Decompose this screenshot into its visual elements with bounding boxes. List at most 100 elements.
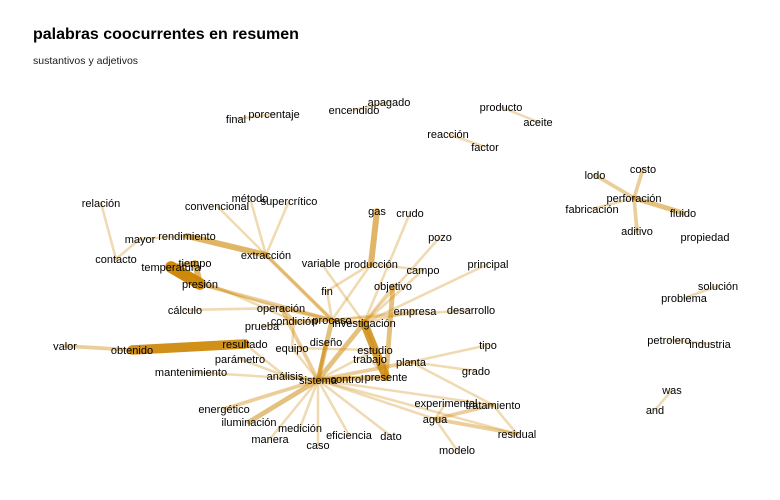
edge-investigacion-presente (359, 318, 391, 382)
edge-sistema-energetico (222, 378, 320, 411)
edge-sistema-proceso (315, 317, 335, 383)
edge-investigacion-empresa (362, 309, 417, 325)
edge-produccion-campo (369, 262, 425, 272)
node-fin: fin (321, 286, 333, 298)
edge-proceso-prueba (260, 318, 334, 328)
edge-encendido-apagado (352, 100, 391, 112)
edge-sistema-tratamiento (316, 378, 495, 407)
node-medicion: medición (278, 423, 322, 435)
edge-condicion-equipo (290, 319, 296, 350)
edge-producto-aceite (499, 105, 540, 124)
edge-sistema-planta (316, 360, 413, 382)
edge-proceso-empresa (330, 309, 417, 322)
node-estudio: estudio (357, 345, 392, 357)
edge-trabajo-presente (368, 357, 388, 379)
node-problema: problema (661, 293, 708, 305)
node-planta: planta (396, 357, 427, 369)
edge-proceso-investigacion (330, 318, 366, 325)
node-caso: caso (306, 440, 329, 452)
edge-tiempo-presion (192, 260, 203, 287)
edge-sistema-residual (316, 378, 519, 436)
node-modelo: modelo (439, 445, 475, 457)
edge-operacion-condicion (279, 306, 296, 323)
node-agua: agua (423, 414, 448, 426)
edge-analisis-resultado (243, 342, 287, 378)
edge-proceso-fin (325, 289, 334, 322)
node-was: was (661, 385, 682, 397)
node-encendido: encendido (329, 105, 380, 117)
node-variable: variable (302, 258, 341, 270)
edge-resultado-obtenido (127, 339, 250, 355)
edge-sistema-equipo (290, 346, 320, 382)
edge-investigacion-principal (362, 262, 490, 325)
edge-produccion-fin (325, 262, 373, 293)
node-industria: industria (689, 339, 731, 351)
node-perforacion: perforación (606, 193, 661, 205)
node-mantenimiento: mantenimiento (155, 367, 227, 379)
edge-relacion-contacto (99, 201, 118, 261)
edge-costo-perforacion (632, 167, 645, 200)
node-tratamiento: tratamiento (465, 400, 520, 412)
node-resultado: resultado (222, 339, 267, 351)
node-eficiencia: eficiencia (326, 430, 373, 442)
edge-sistema-operacion (279, 306, 320, 382)
edge-perforacion-aditivo (632, 196, 639, 233)
node-presion: presión (182, 279, 218, 291)
edge-diseno-sistema (316, 340, 328, 382)
node-trabajo: trabajo (353, 354, 387, 366)
edge-extraccion-proceso (264, 253, 334, 322)
edge-investigacion-estudio (362, 321, 377, 352)
edge-extraccion-metodo (248, 196, 268, 257)
edge-sistema-diseno (316, 340, 328, 382)
node-investigacion: investigación (332, 318, 396, 330)
node-tiempo: tiempo (178, 258, 211, 270)
edge-investigacion-crudo (362, 211, 412, 325)
node-gas: gas (368, 206, 386, 218)
edge-sistema-investigacion (315, 320, 367, 383)
edge-solucion-problema (682, 284, 720, 300)
node-crudo: crudo (396, 208, 424, 220)
node-energetico: energético (198, 404, 249, 416)
node-fluido: fluido (670, 208, 696, 220)
node-producto: producto (480, 102, 523, 114)
edge-tratamiento-agua (433, 403, 495, 421)
node-grado: grado (462, 366, 490, 378)
node-desarrollo: desarrollo (447, 305, 495, 317)
edge-sistema-presente (315, 374, 389, 383)
node-parametro: parámetro (215, 354, 265, 366)
edge-tratamiento-residual (491, 403, 519, 436)
edge-tiempo-temperatura (168, 260, 198, 270)
edge-sistema-analisis (283, 374, 320, 382)
node-supercritico: supercrítico (261, 196, 318, 208)
edge-proceso-produccion (330, 262, 373, 322)
node-convencional: convencional (185, 201, 249, 213)
node-apagado: apagado (368, 97, 411, 109)
node-propiedad: propiedad (681, 232, 730, 244)
node-produccion: producción (344, 259, 398, 271)
edge-reaccion-factor (446, 132, 487, 149)
node-contacto: contacto (95, 254, 137, 266)
node-pozo: pozo (428, 232, 452, 244)
edge-perforacion-fluido (631, 195, 686, 216)
edge-investigacion-campo (362, 268, 425, 325)
node-metodo: método (232, 193, 269, 205)
edge-valor-obtenido (63, 344, 134, 352)
node-calculo: cálculo (168, 305, 202, 317)
edge-was-and (653, 388, 674, 412)
node-relacion: relación (82, 198, 121, 210)
node-control: control (330, 374, 363, 386)
edge-petrolero-industria (667, 338, 712, 346)
node-temperatura: temperatura (141, 262, 201, 274)
edge-sistema-medicion (298, 378, 320, 430)
edge-agua-modelo (433, 417, 459, 452)
edge-sistema-agua (316, 378, 437, 421)
node-factor: factor (471, 142, 499, 154)
edge-planta-tipo (409, 343, 490, 364)
edge-investigacion-objetivo (362, 284, 395, 325)
node-lodo: lodo (585, 170, 606, 182)
edge-planta-tratamiento (409, 360, 495, 407)
edge-porcentaje-final (234, 112, 276, 121)
edge-perforacion-fabricacion (590, 196, 636, 211)
node-diseno: diseño (310, 337, 342, 349)
